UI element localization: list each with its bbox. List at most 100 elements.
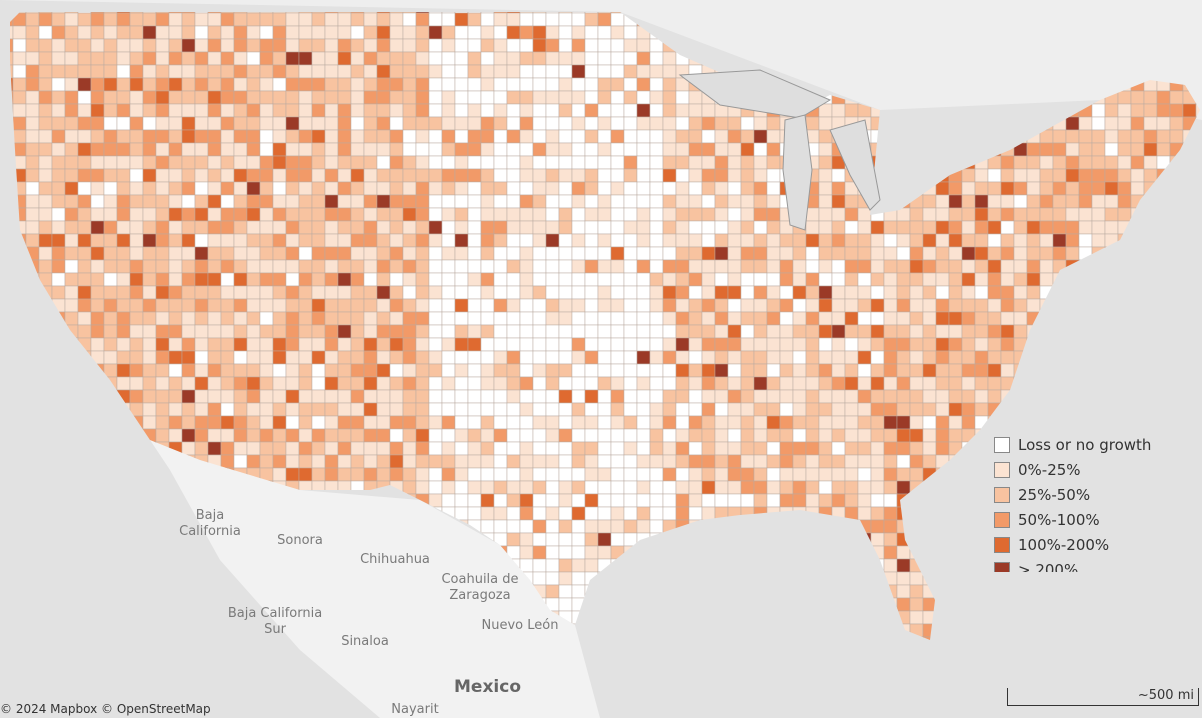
county: [467, 363, 482, 378]
county: [1078, 207, 1093, 222]
county: [597, 350, 612, 365]
county: [1117, 90, 1132, 105]
county: [987, 285, 1002, 300]
county: [1156, 103, 1171, 118]
county: [116, 285, 131, 300]
county: [168, 129, 183, 144]
county: [701, 194, 716, 209]
county: [350, 181, 365, 196]
county: [64, 259, 79, 274]
county: [311, 220, 326, 235]
county: [779, 493, 794, 508]
county: [428, 272, 443, 287]
county: [441, 324, 456, 339]
county: [272, 181, 287, 196]
county: [168, 90, 183, 105]
county: [1117, 103, 1132, 118]
county: [389, 12, 404, 27]
county: [376, 376, 391, 391]
county: [493, 233, 508, 248]
legend-label: 25%-50%: [1018, 485, 1091, 504]
county: [597, 467, 612, 482]
county: [610, 194, 625, 209]
county: [493, 428, 508, 443]
county: [532, 324, 547, 339]
county: [519, 129, 534, 144]
county: [259, 311, 274, 326]
county: [701, 259, 716, 274]
county: [324, 181, 339, 196]
county: [90, 285, 105, 300]
county: [584, 402, 599, 417]
county: [1078, 129, 1093, 144]
county: [506, 506, 521, 521]
county: [675, 363, 690, 378]
county: [545, 415, 560, 430]
county: [233, 376, 248, 391]
county: [415, 233, 430, 248]
county: [311, 38, 326, 53]
county: [168, 207, 183, 222]
county: [454, 454, 469, 469]
county: [350, 155, 365, 170]
county: [259, 168, 274, 183]
county: [909, 285, 924, 300]
county: [207, 441, 222, 456]
county: [779, 350, 794, 365]
county: [727, 233, 742, 248]
county: [974, 285, 989, 300]
legend-swatch: [994, 436, 1010, 453]
county: [168, 389, 183, 404]
county: [961, 233, 976, 248]
county: [571, 168, 586, 183]
county: [987, 389, 1002, 404]
county: [480, 519, 495, 534]
county: [480, 259, 495, 274]
county: [493, 25, 508, 40]
county: [740, 493, 755, 508]
county: [675, 220, 690, 235]
county: [558, 285, 573, 300]
county: [545, 38, 560, 53]
county: [428, 90, 443, 105]
county: [194, 220, 209, 235]
county: [285, 363, 300, 378]
county: [12, 77, 27, 92]
county: [792, 454, 807, 469]
county: [181, 428, 196, 443]
county: [64, 142, 79, 157]
county: [597, 480, 612, 495]
county: [701, 311, 716, 326]
county: [64, 233, 79, 248]
county: [532, 350, 547, 365]
county: [727, 480, 742, 495]
county: [311, 298, 326, 313]
county: [103, 38, 118, 53]
county: [350, 467, 365, 482]
county: [805, 298, 820, 313]
county: [51, 64, 66, 79]
county: [753, 324, 768, 339]
county: [727, 116, 742, 131]
county: [506, 493, 521, 508]
county: [155, 129, 170, 144]
county: [545, 519, 560, 534]
county: [350, 324, 365, 339]
county: [805, 480, 820, 495]
county: [675, 272, 690, 287]
county: [649, 493, 664, 508]
county: [467, 402, 482, 417]
county: [415, 168, 430, 183]
county: [779, 285, 794, 300]
county: [909, 272, 924, 287]
county: [259, 12, 274, 27]
county: [818, 415, 833, 430]
county: [649, 519, 664, 534]
county: [870, 389, 885, 404]
county: [38, 181, 53, 196]
county: [688, 116, 703, 131]
county: [506, 233, 521, 248]
county: [454, 285, 469, 300]
county: [779, 233, 794, 248]
county: [116, 12, 131, 27]
